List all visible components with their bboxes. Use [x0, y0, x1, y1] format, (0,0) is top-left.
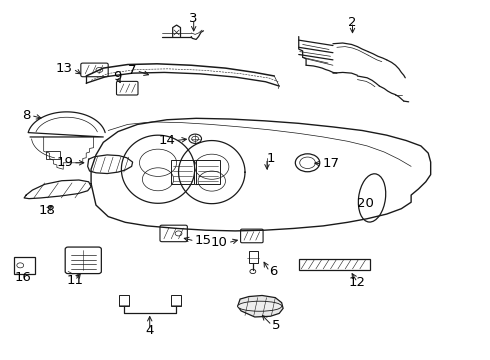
- Polygon shape: [238, 296, 283, 317]
- Text: 2: 2: [348, 16, 357, 29]
- Bar: [171, 295, 180, 306]
- Bar: [299, 259, 369, 270]
- Bar: [119, 295, 129, 306]
- Text: 7: 7: [128, 64, 137, 77]
- Text: 10: 10: [211, 236, 228, 249]
- Bar: [249, 251, 258, 263]
- Text: 18: 18: [39, 204, 55, 217]
- Text: 11: 11: [67, 274, 83, 287]
- Text: 19: 19: [56, 156, 73, 169]
- Ellipse shape: [238, 301, 282, 311]
- Text: 12: 12: [349, 276, 366, 289]
- Text: 17: 17: [322, 157, 339, 170]
- Bar: [14, 257, 35, 274]
- Text: 16: 16: [15, 271, 32, 284]
- Bar: [196, 160, 220, 184]
- Text: 20: 20: [357, 197, 374, 210]
- Bar: [46, 151, 60, 159]
- Text: 9: 9: [113, 69, 121, 82]
- Text: 13: 13: [56, 62, 73, 75]
- Text: 14: 14: [159, 134, 175, 147]
- Text: 15: 15: [195, 234, 212, 247]
- Text: 5: 5: [272, 319, 280, 332]
- Text: 1: 1: [267, 152, 275, 165]
- Text: 4: 4: [146, 324, 154, 337]
- Text: 6: 6: [270, 265, 278, 278]
- Text: 8: 8: [23, 109, 31, 122]
- Bar: [171, 160, 194, 184]
- Text: 3: 3: [190, 12, 198, 25]
